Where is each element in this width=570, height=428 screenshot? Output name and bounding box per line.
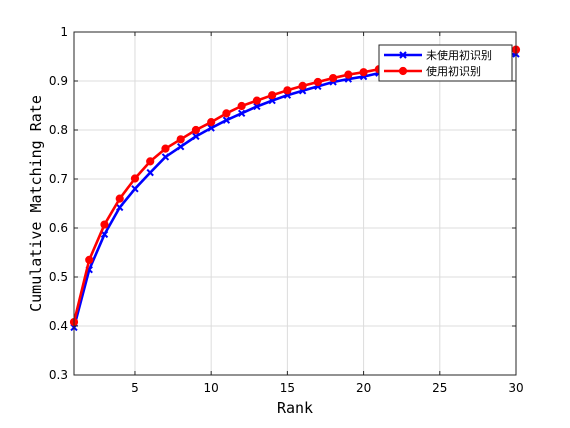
legend-entry: 未使用初识别 [384, 48, 492, 62]
legend-swatch-marker [398, 66, 408, 76]
legend-entry: 使用初识别 [384, 64, 481, 78]
y-tick-label: 0.4 [49, 319, 68, 333]
legend-label: 未使用初识别 [426, 48, 492, 62]
data-point [329, 73, 338, 83]
x-tick-label: 25 [432, 381, 447, 395]
data-point [191, 125, 201, 135]
data-point [268, 91, 277, 100]
data-point [116, 203, 124, 212]
plot-frame [73, 31, 517, 376]
x-tick-label: 5 [131, 381, 139, 395]
y-tick-label: 0.7 [49, 172, 68, 186]
data-point [237, 109, 246, 118]
data-point [176, 135, 185, 144]
legend-box [378, 44, 513, 82]
data-point [237, 101, 246, 111]
x-tick-label: 15 [280, 381, 295, 395]
y-tick-label: 1 [60, 25, 68, 39]
data-point [115, 194, 124, 203]
data-point [298, 81, 307, 91]
data-point [313, 77, 322, 87]
x-tick-label: 30 [508, 381, 523, 395]
data-point [252, 96, 261, 105]
y-tick-label: 0.3 [49, 368, 68, 382]
ticks: 5 10 15 20 25 30 0.3 0.4 0.5 0.6 0.7 0.8 0.9 1 [49, 25, 524, 395]
data-point [283, 86, 292, 95]
data-point [161, 144, 170, 153]
data-point [359, 68, 368, 77]
data-point [146, 157, 155, 166]
x-tick-label: 20 [356, 381, 371, 395]
y-tick-label: 0.5 [49, 270, 68, 284]
plot-area [74, 32, 516, 375]
data-point [344, 70, 353, 79]
data-point [130, 174, 140, 183]
data-point [192, 132, 200, 141]
data-point [222, 116, 231, 124]
y-tick-label: 0.6 [49, 221, 68, 235]
y-tick-label: 0.8 [49, 123, 68, 137]
y-tick-label: 0.9 [49, 74, 68, 88]
data-point [85, 255, 94, 264]
legend-label: 使用初识别 [426, 64, 481, 78]
data-point [176, 142, 185, 151]
legend-swatch-marker [399, 51, 407, 59]
data-point [131, 185, 139, 193]
data-point [222, 109, 231, 118]
data-point [100, 220, 109, 229]
x-axis-title: Rank [277, 399, 313, 417]
data-point [146, 168, 154, 177]
data-point [207, 118, 216, 127]
x-tick-label: 10 [204, 381, 219, 395]
data-point [253, 102, 261, 111]
data-point [207, 124, 215, 132]
y-axis-title: Cumulative Matching Rate [27, 95, 45, 312]
data-point [161, 153, 170, 161]
